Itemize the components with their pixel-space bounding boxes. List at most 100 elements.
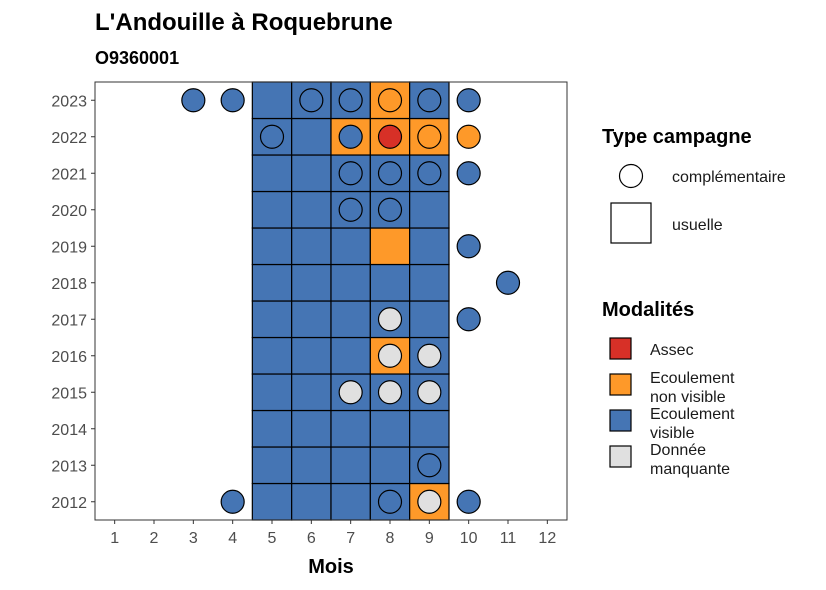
tile-usuelle	[330, 409, 371, 448]
tile-usuelle	[409, 227, 450, 266]
point-complementaire	[377, 489, 403, 514]
point-complementaire	[417, 489, 442, 514]
legend-modalite-key	[609, 337, 632, 360]
y-tick-label: 2022	[51, 130, 87, 147]
point-complementaire	[377, 161, 403, 186]
legend-modalite-key	[609, 373, 632, 396]
point-complementaire	[338, 161, 363, 186]
tile-usuelle	[251, 190, 293, 229]
y-tick-label: 2018	[51, 276, 87, 293]
legend-modalite-key	[609, 445, 632, 468]
tile-usuelle	[251, 336, 293, 375]
x-tick-label: 9	[425, 530, 434, 547]
x-tick-label: 2	[150, 530, 159, 547]
point-complementaire	[495, 270, 521, 295]
tile-usuelle	[369, 409, 411, 448]
tile-usuelle	[291, 154, 332, 193]
tile-usuelle	[251, 154, 293, 193]
x-tick-label: 6	[307, 530, 316, 547]
legend-type-complementaire: complémentaire	[672, 169, 786, 186]
tile-usuelle	[409, 190, 450, 229]
tile-usuelle	[291, 227, 332, 266]
point-complementaire	[299, 88, 324, 113]
tile-usuelle	[291, 300, 332, 339]
point-complementaire	[377, 88, 403, 113]
legend-type-usuelle: usuelle	[672, 217, 723, 234]
y-tick-label: 2019	[51, 239, 87, 256]
tile-usuelle	[251, 446, 293, 485]
tile-usuelle	[330, 336, 371, 375]
y-tick-label: 2020	[51, 203, 87, 220]
tile-usuelle	[409, 300, 450, 339]
y-tick-label: 2016	[51, 349, 87, 366]
point-complementaire	[338, 380, 363, 405]
point-complementaire	[181, 88, 206, 113]
tile-usuelle	[330, 482, 371, 521]
tile-usuelle	[291, 117, 332, 156]
plot-border	[94, 81, 568, 521]
point-complementaire	[377, 197, 403, 222]
tile-usuelle	[409, 263, 450, 302]
legend-modalite-label: Ecoulement	[650, 370, 735, 387]
tile-usuelle	[251, 482, 293, 521]
legend-circle-symbol	[618, 163, 644, 189]
tile-usuelle	[291, 373, 332, 412]
point-complementaire	[456, 124, 481, 149]
y-tick-label: 2012	[51, 495, 87, 512]
tile-usuelle	[330, 227, 371, 266]
chart-subtitle: O9360001	[95, 48, 179, 68]
point-complementaire	[377, 307, 403, 332]
tile-usuelle	[291, 409, 332, 448]
point-complementaire	[417, 343, 442, 368]
legend-modalite-label: Ecoulement	[650, 406, 735, 423]
x-tick-label: 11	[500, 530, 517, 547]
point-complementaire	[456, 234, 481, 259]
legend-modalite-key	[609, 409, 632, 432]
point-complementaire	[417, 88, 442, 113]
legend-modalite-label: Donnée	[650, 442, 706, 459]
point-complementaire	[456, 307, 481, 332]
point-complementaire	[377, 380, 403, 405]
legend-modalite-label: Assec	[650, 342, 694, 359]
legend-modalite-label: manquante	[650, 461, 730, 478]
x-tick-label: 7	[346, 530, 355, 547]
point-complementaire	[456, 489, 481, 514]
point-complementaire	[338, 124, 363, 149]
y-tick-label: 2014	[51, 422, 87, 439]
tile-usuelle	[409, 409, 450, 448]
legend-modalites-title: Modalités	[602, 299, 694, 321]
legend-type-campagne: Type campagne complémentaire usuelle	[602, 126, 786, 244]
x-tick-label: 10	[460, 530, 478, 547]
x-tick-label: 1	[110, 530, 119, 547]
tile-usuelle	[291, 190, 332, 229]
point-complementaire	[338, 197, 363, 222]
point-complementaire	[456, 88, 481, 113]
chart-title: L'Andouille à Roquebrune	[95, 9, 393, 36]
tile-usuelle	[251, 409, 293, 448]
y-tick-label: 2023	[51, 93, 87, 110]
legend-modalite-label: non visible	[650, 389, 726, 406]
tile-usuelle	[251, 81, 293, 120]
legend-modalite-label: visible	[650, 425, 695, 442]
y-axis: 2012 2013 2014 2015 2016 2017 2018 2019 2020 2021…	[51, 93, 95, 512]
x-tick-label: 5	[268, 530, 277, 547]
tile-usuelle	[291, 482, 332, 521]
tile-usuelle	[330, 263, 371, 302]
point-complementaire	[417, 380, 442, 405]
tile-usuelle	[369, 446, 411, 485]
x-axis-label: Mois	[308, 556, 354, 578]
x-axis: 1 2 3 4 5 6 7 8 9 10 11 12	[110, 520, 556, 547]
x-tick-label: 8	[386, 530, 395, 547]
tile-usuelle	[251, 300, 293, 339]
tile-usuelle	[369, 263, 411, 302]
x-tick-label: 12	[538, 530, 556, 547]
point-complementaire	[417, 453, 442, 478]
point-complementaire	[220, 489, 245, 514]
point-complementaire	[417, 161, 442, 186]
point-complementaire	[456, 161, 481, 186]
x-tick-label: 3	[189, 530, 198, 547]
legend-type-title: Type campagne	[602, 126, 752, 148]
plot-area	[94, 81, 568, 521]
